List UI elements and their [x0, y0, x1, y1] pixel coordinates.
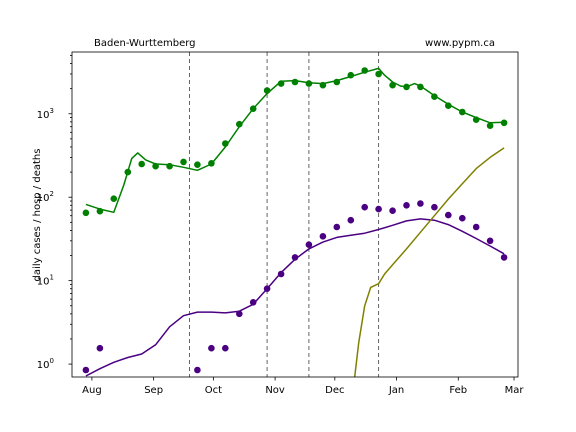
cases-point: [82, 209, 90, 217]
hosp-point: [82, 366, 90, 374]
hosp-point: [319, 233, 327, 240]
cases-point: [180, 158, 187, 166]
series-group: [82, 67, 508, 377]
hosp-point: [222, 344, 229, 352]
hosp-point: [96, 344, 104, 352]
chart-title-left: Baden-Wurttemberg: [94, 38, 196, 49]
y-tick-label-100: 102: [37, 190, 54, 204]
cases-point: [236, 120, 243, 128]
cases-point: [138, 160, 145, 168]
hosp-point: [500, 254, 508, 261]
cases-point: [110, 195, 118, 202]
y-tick-label-10: 101: [37, 274, 54, 288]
hosp-point: [445, 211, 452, 219]
x-tick-label-jan: Jan: [388, 385, 404, 396]
x-tick-label-dec: Dec: [325, 385, 344, 396]
deaths-model-line: [353, 147, 505, 377]
hosp-point: [208, 344, 215, 352]
x-tick-label-aug: Aug: [82, 385, 102, 396]
cases-model-line: [85, 67, 505, 214]
x-tick-label-nov: Nov: [265, 385, 285, 396]
hosp-point: [417, 200, 424, 207]
axes-frame: [71, 51, 519, 378]
cases-point: [194, 161, 201, 168]
plot-area: Aug Sep Oct Nov Dec Jan Feb Mar 100 101 102 103: [37, 52, 525, 396]
hosp-point: [361, 203, 369, 211]
hosp-model-line: [85, 218, 505, 377]
x-tick-label-oct: Oct: [205, 385, 222, 396]
x-tick-label-sep: Sep: [144, 385, 163, 396]
hosp-point: [486, 237, 494, 245]
hosp-point: [291, 254, 299, 261]
hosp-point: [277, 270, 285, 278]
hosp-point: [249, 299, 257, 306]
hosp-point: [403, 202, 410, 209]
cases-point: [291, 78, 299, 86]
hosp-point: [472, 223, 480, 231]
hosp-point: [194, 366, 201, 374]
hosp-point: [459, 214, 466, 222]
hosp-point: [333, 223, 341, 231]
y-tick-label-1000: 103: [37, 107, 54, 121]
hosp-point: [431, 203, 438, 211]
hosp-point: [347, 216, 355, 224]
chart-title-right: www.pypm.ca: [425, 38, 495, 49]
y-tick-label-1: 100: [37, 357, 54, 371]
hosp-point: [389, 207, 396, 214]
x-tick-label-mar: Mar: [505, 385, 525, 396]
hosp-point: [375, 205, 382, 213]
cases-point: [486, 122, 494, 129]
x-tick-label-feb: Feb: [449, 385, 467, 396]
cases-point: [375, 70, 382, 78]
y-axis-label: daily cases / hosp / deaths: [32, 149, 43, 282]
hosp-point: [305, 241, 313, 248]
